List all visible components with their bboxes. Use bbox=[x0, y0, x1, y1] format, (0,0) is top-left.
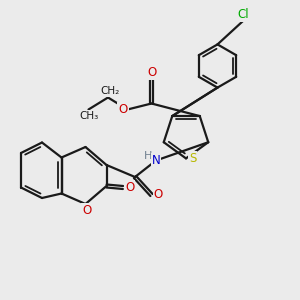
Text: O: O bbox=[82, 204, 91, 217]
Text: H: H bbox=[143, 151, 152, 161]
Text: O: O bbox=[147, 66, 156, 80]
Text: O: O bbox=[125, 181, 134, 194]
Text: N: N bbox=[152, 154, 160, 167]
Text: S: S bbox=[189, 152, 196, 165]
Text: CH₃: CH₃ bbox=[79, 111, 98, 121]
Text: O: O bbox=[118, 103, 127, 116]
Text: CH₂: CH₂ bbox=[100, 86, 119, 96]
Text: Cl: Cl bbox=[237, 8, 249, 21]
Text: O: O bbox=[154, 188, 163, 202]
